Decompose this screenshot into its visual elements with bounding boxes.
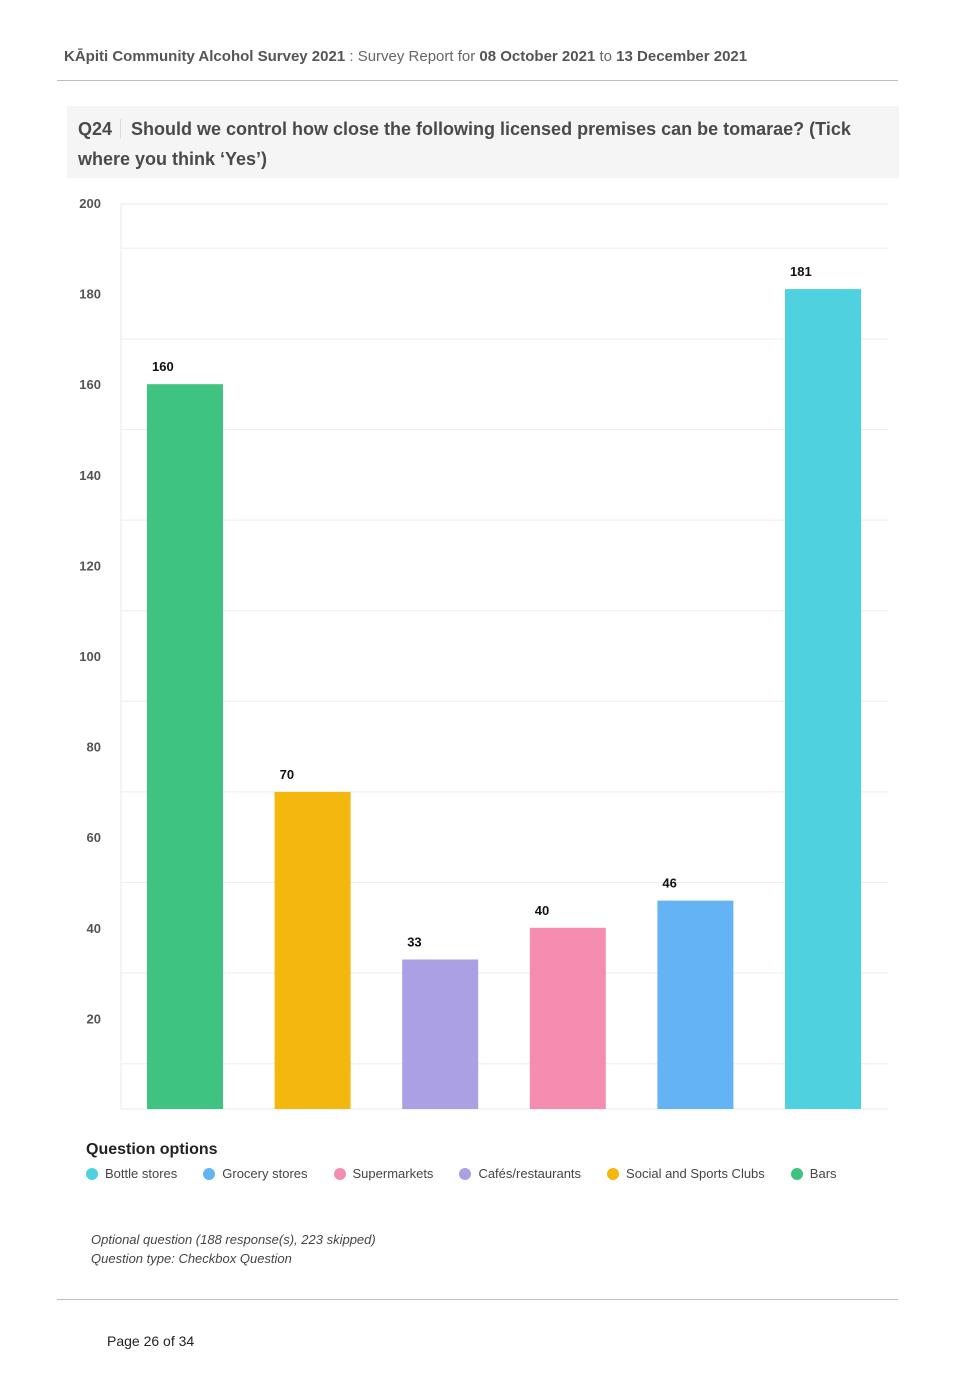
legend-label: Cafés/restaurants: [478, 1166, 582, 1181]
response-count-note: Optional question (188 response(s), 223 …: [91, 1232, 376, 1247]
header-separator: :: [345, 48, 358, 65]
legend-title: Question options: [86, 1141, 218, 1158]
legend-label: Bars: [809, 1166, 837, 1181]
legend-label: Bottle stores: [105, 1166, 178, 1181]
legend-dot-icon: [607, 1167, 620, 1180]
y-tick-label: 140: [79, 468, 101, 483]
y-tick-label: 80: [87, 740, 101, 755]
date-from: 08 October 2021: [479, 48, 596, 65]
question-notes: Optional question (188 response(s), 223 …: [91, 1230, 376, 1268]
data-label: 40: [535, 903, 549, 918]
report-prefix: Survey Report for: [357, 48, 480, 65]
legend-dot-icon: [459, 1167, 472, 1180]
legend-dot-icon: [203, 1167, 216, 1180]
report-header: KĀpiti Community Alcohol Survey 2021 : S…: [64, 48, 747, 65]
legend-dot-icon: [86, 1167, 98, 1180]
y-tick-label: 40: [87, 921, 101, 936]
legend-item: Bars: [790, 1166, 837, 1181]
data-label: 33: [407, 935, 421, 950]
y-tick-label: 60: [87, 830, 101, 845]
question-box: Q24 Should we control how close the follo…: [67, 106, 899, 178]
bar-1: [274, 791, 351, 1109]
bar-3: [529, 927, 606, 1109]
data-label: 70: [280, 767, 294, 782]
bar-5: [785, 289, 861, 1109]
question-number: Q24: [78, 119, 122, 139]
y-tick-label: 180: [79, 287, 101, 302]
bar-0: [147, 384, 223, 1109]
legend-dot-icon: [333, 1167, 346, 1180]
legend-label: Grocery stores: [222, 1166, 308, 1181]
date-to-word: to: [595, 48, 617, 65]
legend-dot-icon: [790, 1167, 803, 1180]
legend-label: Social and Sports Clubs: [626, 1166, 765, 1181]
data-label: 181: [790, 264, 812, 279]
legend-item: Social and Sports Clubs: [607, 1166, 765, 1181]
survey-name: KĀpiti Community Alcohol Survey 2021: [64, 48, 346, 65]
bar-2: [402, 959, 479, 1109]
legend: Bottle stores Grocery stores Supermarkets C…: [86, 1166, 863, 1181]
legend-item: Grocery stores: [203, 1166, 308, 1181]
footer-divider: [57, 1299, 898, 1300]
y-tick-label: 20: [87, 1011, 101, 1026]
legend-item: Cafés/restaurants: [459, 1166, 581, 1181]
legend-item: Supermarkets: [333, 1166, 434, 1181]
data-label: 160: [152, 359, 174, 374]
page-number: Page 26 of 34: [107, 1333, 195, 1349]
y-tick-label: 120: [79, 558, 101, 573]
y-tick-label: 100: [79, 649, 101, 664]
data-label: 46: [662, 876, 676, 891]
y-tick-label: 200: [79, 196, 101, 211]
header-divider: [57, 80, 898, 81]
question-text: Should we control how close the followin…: [78, 119, 851, 169]
legend-label: Supermarkets: [352, 1166, 434, 1181]
bar-4: [657, 900, 734, 1109]
question-type-note: Question type: Checkbox Question: [91, 1251, 292, 1266]
date-to: 13 December 2021: [616, 48, 748, 65]
legend-item: Bottle stores: [86, 1166, 177, 1181]
y-tick-label: 160: [79, 377, 101, 392]
